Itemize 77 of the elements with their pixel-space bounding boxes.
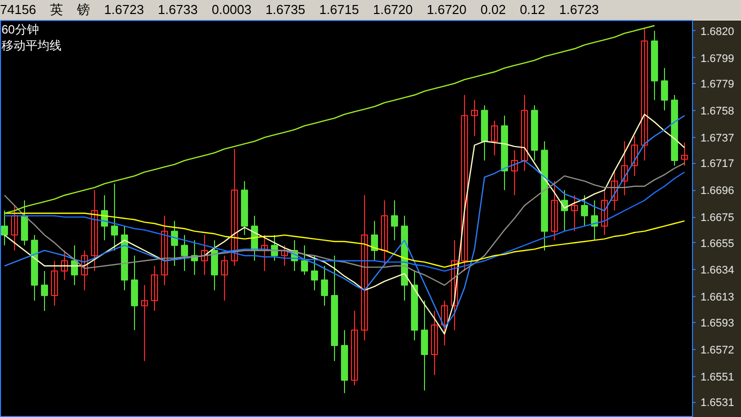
candlestick [641,28,648,162]
candlestick [451,240,458,331]
y-tick-label: 1.6737 [700,132,734,144]
candlestick [201,234,208,276]
line-series [4,25,656,214]
candlestick [1,210,8,246]
y-tick-label: 1.6613 [700,292,734,304]
candlestick [311,255,318,291]
candlestick [381,200,388,266]
candlestick [521,94,528,172]
candlestick [471,100,478,137]
y-tick-label: 1.6593 [700,317,734,330]
y-tick-label: 1.6758 [700,105,734,118]
candlestick [171,220,178,266]
candlestick [91,190,98,272]
text: 移动平均线 [2,38,62,52]
y-tick-label: 1.6655 [700,238,734,250]
text: 1.6720 [372,2,413,17]
candlestick [61,250,68,281]
y-tick-label: 1.6675 [700,212,734,224]
text: 1.6735 [265,2,306,17]
text: 1.6723 [559,2,599,17]
candlestick [181,234,188,272]
text: 1.6715 [319,2,359,17]
candlestick [601,190,608,236]
candlestick [161,215,168,286]
candlestick [221,255,228,302]
text: 英 [50,2,64,17]
line-series [4,162,686,286]
candlestick [571,194,578,232]
text: 1.6720 [426,2,467,17]
candlestick [301,244,308,276]
candlestick [141,284,148,362]
y-tick-label: 1.6696 [700,185,734,198]
candlestick [321,265,328,306]
candlestick [261,234,268,272]
candlestick [231,148,238,266]
y-tick-label: 1.6779 [700,78,734,90]
candlestick [631,136,638,176]
candlestick [491,120,498,156]
candlestick [441,300,448,346]
candlestick [371,220,378,262]
candlestick [111,183,118,251]
candlestick [661,68,668,111]
candlestick [681,142,688,166]
text: 74156 [0,2,36,17]
candlestick [461,94,468,272]
y-tick-label: 1.6634 [700,264,734,277]
text: 1.6723 [104,2,144,17]
text: 0.02 [480,2,506,17]
y-tick-label: 1.6717 [700,158,734,170]
candlestick [431,310,438,376]
candlestick [511,150,518,196]
candlestick [81,250,88,291]
candlestick [551,180,558,241]
candlestick [361,194,368,341]
candlestick [281,244,288,266]
candlestick [41,270,48,312]
candlestick [11,205,18,251]
candlestick [391,200,398,241]
text: 0.0003 [212,2,252,17]
y-tick-label: 1.6799 [700,52,734,65]
y-tick-label: 1.6572 [700,344,734,356]
chart-title: 60分钟 [2,22,39,36]
text: 1.6733 [158,2,198,17]
candlestick [611,170,618,212]
candlestick [351,310,358,386]
text: 0.12 [520,2,546,17]
candlestick [51,260,58,306]
y-tick-label: 1.6551 [700,371,734,384]
candlestick [581,194,588,227]
candlestick [151,265,158,312]
line-series [4,172,686,272]
y-tick-label: 1.6820 [700,26,734,38]
y-tick-label: 1.6531 [700,397,734,410]
candlestick [621,140,628,196]
text: 镑 [77,2,90,17]
